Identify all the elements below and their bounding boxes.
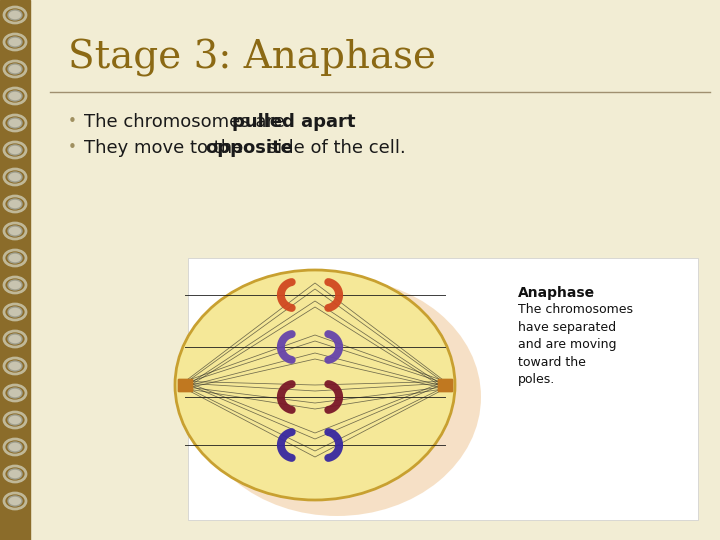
Ellipse shape: [193, 278, 481, 516]
Ellipse shape: [8, 10, 22, 20]
Ellipse shape: [8, 496, 22, 506]
Text: The chromosomes are: The chromosomes are: [84, 113, 290, 131]
Text: They move to the: They move to the: [84, 139, 249, 157]
Bar: [438, 379, 452, 391]
Text: •: •: [68, 140, 77, 156]
Text: Anaphase: Anaphase: [518, 286, 595, 300]
Text: The chromosomes
have separated
and are moving
toward the
poles.: The chromosomes have separated and are m…: [518, 303, 633, 386]
Bar: [178, 379, 192, 391]
Ellipse shape: [8, 37, 22, 47]
Ellipse shape: [8, 226, 22, 236]
Ellipse shape: [8, 145, 22, 155]
Ellipse shape: [8, 91, 22, 101]
Ellipse shape: [175, 270, 455, 500]
Text: Stage 3: Anaphase: Stage 3: Anaphase: [68, 39, 436, 77]
Text: •: •: [68, 114, 77, 130]
Text: opposite: opposite: [205, 139, 293, 157]
Bar: [178, 379, 192, 391]
Ellipse shape: [8, 469, 22, 479]
Ellipse shape: [8, 361, 22, 371]
Text: pulled apart: pulled apart: [232, 113, 356, 131]
Ellipse shape: [8, 415, 22, 425]
Ellipse shape: [8, 388, 22, 398]
Bar: [438, 379, 452, 391]
Text: side of the cell.: side of the cell.: [262, 139, 406, 157]
Ellipse shape: [8, 253, 22, 263]
Ellipse shape: [8, 172, 22, 182]
Ellipse shape: [8, 118, 22, 128]
Bar: [0, 0, 30, 540]
Ellipse shape: [8, 334, 22, 344]
Ellipse shape: [8, 199, 22, 209]
Ellipse shape: [8, 307, 22, 317]
Ellipse shape: [8, 64, 22, 74]
Ellipse shape: [8, 442, 22, 452]
Bar: [188, 258, 698, 520]
Ellipse shape: [8, 280, 22, 290]
